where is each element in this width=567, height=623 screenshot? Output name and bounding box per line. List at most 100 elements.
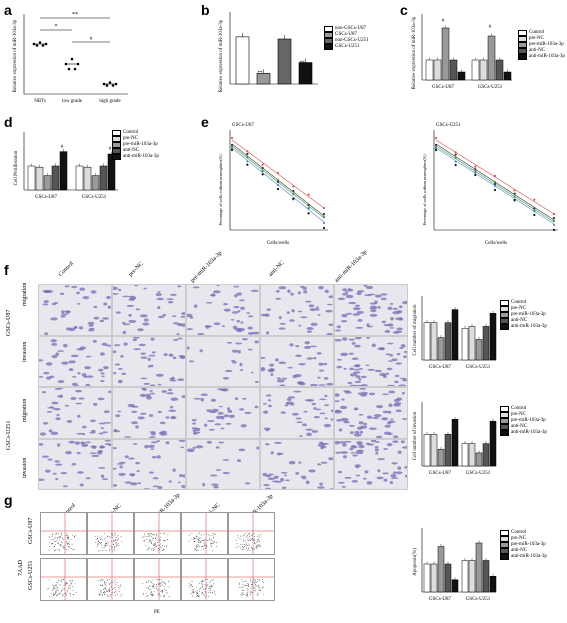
event-dot bbox=[114, 542, 116, 544]
stained-cell bbox=[304, 340, 311, 344]
stained-cell bbox=[68, 440, 76, 444]
stained-cell bbox=[53, 302, 59, 305]
stained-cell bbox=[102, 431, 108, 434]
event-dot bbox=[152, 537, 153, 539]
event-dot bbox=[203, 534, 205, 535]
event-dot bbox=[212, 543, 214, 544]
stained-cell bbox=[165, 416, 170, 419]
event-dot bbox=[250, 540, 251, 541]
stained-cell bbox=[341, 485, 346, 488]
event-dot bbox=[119, 585, 121, 587]
event-dot bbox=[243, 585, 245, 587]
event-dot bbox=[110, 536, 112, 538]
panel-g: Control pre-NC pre-miR-103a-3p anti-NC a… bbox=[0, 492, 567, 623]
event-dot bbox=[74, 536, 75, 538]
legend-label: Control bbox=[511, 530, 527, 535]
micrograph-cells bbox=[191, 388, 259, 435]
data-point bbox=[493, 188, 497, 192]
legend-swatch bbox=[500, 418, 509, 424]
stained-cell bbox=[147, 364, 151, 367]
event-dot bbox=[199, 542, 201, 543]
data-point bbox=[474, 165, 477, 168]
data-point bbox=[434, 148, 438, 152]
stained-cell bbox=[365, 363, 370, 366]
event-dot bbox=[100, 579, 102, 581]
bar bbox=[444, 434, 452, 467]
event-dot bbox=[247, 594, 249, 596]
stained-cell bbox=[347, 288, 351, 291]
stained-cell bbox=[319, 482, 323, 486]
legend-item: Control bbox=[518, 30, 565, 36]
stained-cell bbox=[60, 310, 65, 314]
event-dot bbox=[246, 593, 248, 595]
stained-cell bbox=[244, 481, 251, 484]
stained-cell bbox=[337, 297, 346, 301]
stained-cell bbox=[140, 351, 146, 355]
data-point bbox=[35, 44, 39, 47]
stained-cell bbox=[236, 329, 243, 333]
event-dot bbox=[66, 543, 68, 545]
bar bbox=[430, 434, 438, 467]
event-dot bbox=[146, 582, 148, 583]
stained-cell bbox=[232, 325, 238, 330]
event-dot bbox=[107, 595, 109, 597]
micrograph bbox=[334, 335, 408, 387]
legend-swatch bbox=[500, 536, 509, 542]
data-point bbox=[533, 198, 536, 201]
legend-label: Control bbox=[511, 406, 527, 411]
event-dot bbox=[254, 539, 255, 541]
event-dot bbox=[163, 595, 165, 597]
event-dot bbox=[160, 533, 161, 535]
event-dot bbox=[62, 589, 64, 591]
event-dot bbox=[248, 583, 250, 585]
stained-cell bbox=[359, 430, 364, 434]
stained-cell bbox=[223, 414, 230, 418]
data-point bbox=[533, 213, 536, 217]
event-dot bbox=[198, 546, 200, 548]
stained-cell bbox=[82, 433, 86, 436]
event-dot bbox=[163, 586, 165, 588]
event-dot bbox=[207, 596, 209, 598]
stained-cell bbox=[391, 461, 398, 465]
panel-f-inv-group-1: GSCs-U87 bbox=[429, 471, 451, 476]
event-dot bbox=[250, 591, 252, 593]
stained-cell bbox=[182, 473, 185, 478]
panel-f-col-1: Control bbox=[57, 260, 75, 278]
event-dot bbox=[149, 534, 151, 536]
panel-g-xaxis-label: PE bbox=[154, 610, 160, 615]
stained-cell bbox=[353, 364, 360, 367]
stained-cell bbox=[254, 380, 259, 383]
panel-e-xlabel-u251: Cells/wells bbox=[485, 241, 507, 246]
event-dot bbox=[146, 586, 148, 588]
stained-cell bbox=[391, 357, 398, 361]
event-dot bbox=[63, 538, 65, 540]
panel-a-svg: Relative expression of miR-103a-3p ** * … bbox=[13, 12, 128, 104]
legend-label: Control bbox=[529, 30, 545, 35]
event-dot bbox=[212, 589, 214, 591]
panel-e-plot-u251: GSCs-U251 Percentage of wells without ne… bbox=[422, 123, 558, 246]
stained-cell bbox=[384, 424, 391, 428]
event-dot bbox=[151, 533, 152, 534]
stained-cell bbox=[349, 372, 358, 376]
stained-cell bbox=[72, 375, 77, 378]
stained-cell bbox=[395, 470, 403, 474]
stained-cell bbox=[143, 287, 147, 290]
legend-swatch bbox=[112, 154, 121, 160]
stained-cell bbox=[401, 418, 407, 420]
event-dot bbox=[201, 584, 203, 585]
stained-cell bbox=[195, 444, 204, 448]
stained-cell bbox=[335, 329, 341, 332]
event-dot bbox=[157, 579, 159, 581]
stained-cell bbox=[89, 451, 97, 454]
event-dot bbox=[163, 548, 164, 550]
stained-cell bbox=[386, 342, 394, 344]
stained-cell bbox=[335, 400, 340, 403]
micrograph-cells bbox=[262, 390, 333, 437]
event-dot bbox=[249, 578, 251, 580]
event-dot bbox=[147, 595, 149, 597]
event-dot bbox=[212, 537, 214, 538]
event-dot bbox=[100, 589, 102, 591]
event-dot bbox=[209, 586, 211, 588]
event-dot bbox=[200, 537, 202, 539]
event-dot bbox=[199, 582, 200, 584]
